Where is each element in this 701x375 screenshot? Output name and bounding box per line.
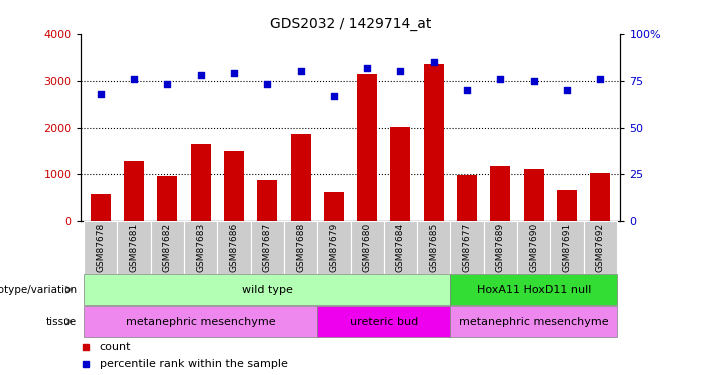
Point: [562, 87, 573, 93]
Text: GSM87689: GSM87689: [496, 223, 505, 272]
Bar: [290, 134, 311, 221]
Text: GSM87681: GSM87681: [130, 223, 138, 272]
Text: GSM87687: GSM87687: [263, 223, 272, 272]
Point: [295, 68, 306, 74]
Bar: [350, 221, 384, 274]
Text: GSM87692: GSM87692: [596, 223, 605, 272]
Bar: [84, 306, 317, 337]
Bar: [151, 221, 184, 274]
Text: genotype/variation: genotype/variation: [0, 285, 77, 295]
Point: [362, 64, 373, 70]
Bar: [550, 221, 584, 274]
Bar: [317, 306, 451, 337]
Bar: [451, 221, 484, 274]
Title: GDS2032 / 1429714_at: GDS2032 / 1429714_at: [270, 17, 431, 32]
Bar: [524, 169, 544, 221]
Point: [528, 78, 539, 84]
Bar: [124, 161, 144, 221]
Text: ureteric bud: ureteric bud: [350, 316, 418, 327]
Point: [128, 76, 139, 82]
Bar: [250, 221, 284, 274]
Text: GSM87691: GSM87691: [563, 223, 571, 272]
Text: GSM87677: GSM87677: [463, 223, 472, 272]
Bar: [224, 152, 244, 221]
Bar: [557, 190, 577, 221]
Text: GSM87680: GSM87680: [362, 223, 372, 272]
Bar: [84, 221, 117, 274]
Text: GSM87682: GSM87682: [163, 223, 172, 272]
Bar: [417, 221, 451, 274]
Bar: [157, 176, 177, 221]
Text: GSM87688: GSM87688: [296, 223, 305, 272]
Bar: [590, 172, 611, 221]
Text: metanephric mesenchyme: metanephric mesenchyme: [459, 316, 608, 327]
Text: GSM87690: GSM87690: [529, 223, 538, 272]
Point: [461, 87, 472, 93]
Bar: [84, 274, 451, 305]
Bar: [217, 221, 250, 274]
Text: GSM87685: GSM87685: [429, 223, 438, 272]
Bar: [90, 194, 111, 221]
Point: [95, 91, 107, 97]
Bar: [117, 221, 151, 274]
Text: percentile rank within the sample: percentile rank within the sample: [100, 359, 287, 369]
Bar: [584, 221, 617, 274]
Text: GSM87679: GSM87679: [329, 223, 339, 272]
Point: [395, 68, 406, 74]
Bar: [257, 180, 277, 221]
Bar: [191, 144, 210, 221]
Text: GSM87686: GSM87686: [229, 223, 238, 272]
Point: [195, 72, 206, 78]
Bar: [424, 64, 444, 221]
Bar: [384, 221, 417, 274]
Text: HoxA11 HoxD11 null: HoxA11 HoxD11 null: [477, 285, 591, 295]
Point: [594, 76, 606, 82]
Bar: [457, 175, 477, 221]
Bar: [317, 221, 350, 274]
Point: [428, 59, 440, 65]
Point: [495, 76, 506, 82]
Point: [328, 93, 339, 99]
Bar: [324, 192, 343, 221]
Text: metanephric mesenchyme: metanephric mesenchyme: [125, 316, 275, 327]
Text: GSM87683: GSM87683: [196, 223, 205, 272]
Bar: [358, 74, 377, 221]
Point: [162, 81, 173, 87]
Point: [229, 70, 240, 76]
Text: GSM87684: GSM87684: [396, 223, 405, 272]
Text: wild type: wild type: [242, 285, 292, 295]
Bar: [451, 306, 617, 337]
Bar: [284, 221, 317, 274]
Bar: [491, 166, 510, 221]
Text: count: count: [100, 342, 131, 352]
Bar: [484, 221, 517, 274]
Bar: [451, 274, 617, 305]
Text: GSM87678: GSM87678: [96, 223, 105, 272]
Text: tissue: tissue: [46, 316, 77, 327]
Point: [261, 81, 273, 87]
Bar: [517, 221, 550, 274]
Bar: [184, 221, 217, 274]
Bar: [390, 127, 411, 221]
